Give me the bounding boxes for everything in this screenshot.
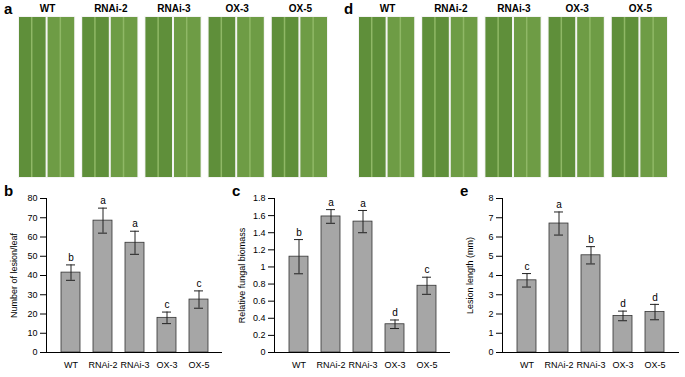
svg-text:5: 5 bbox=[488, 251, 493, 261]
svg-text:0.2: 0.2 bbox=[253, 330, 266, 340]
svg-text:OX-3: OX-3 bbox=[156, 360, 177, 370]
svg-text:0: 0 bbox=[32, 347, 37, 357]
svg-text:b: b bbox=[296, 227, 302, 238]
svg-text:30: 30 bbox=[27, 290, 37, 300]
svg-text:0.4: 0.4 bbox=[253, 313, 266, 323]
html-text:c: c bbox=[232, 182, 241, 199]
svg-text:RNAi-2: RNAi-2 bbox=[94, 3, 128, 14]
svg-text:d: d bbox=[620, 298, 626, 309]
svg-text:0: 0 bbox=[488, 347, 493, 357]
svg-text:0: 0 bbox=[260, 347, 265, 357]
svg-text:b: b bbox=[588, 234, 594, 245]
svg-text:d: d bbox=[392, 307, 398, 318]
svg-text:WT: WT bbox=[40, 3, 56, 14]
svg-text:4: 4 bbox=[488, 270, 493, 280]
svg-text:50: 50 bbox=[27, 251, 37, 261]
svg-text:RNAi-3: RNAi-3 bbox=[157, 3, 191, 14]
svg-text:a: a bbox=[100, 195, 106, 206]
svg-text:c: c bbox=[165, 299, 170, 310]
svg-text:WT: WT bbox=[292, 360, 306, 370]
svg-text:b: b bbox=[68, 252, 74, 263]
svg-text:c: c bbox=[197, 278, 202, 289]
svg-text:8: 8 bbox=[488, 193, 493, 203]
svg-text:1: 1 bbox=[488, 328, 493, 338]
html-text:d: d bbox=[344, 0, 354, 17]
svg-text:WT: WT bbox=[520, 360, 534, 370]
html-text:a: a bbox=[4, 0, 13, 17]
svg-text:6: 6 bbox=[488, 232, 493, 242]
svg-text:OX-5: OX-5 bbox=[188, 360, 209, 370]
svg-text:OX-5: OX-5 bbox=[644, 360, 665, 370]
svg-text:10: 10 bbox=[27, 328, 37, 338]
svg-text:WT: WT bbox=[380, 3, 396, 14]
svg-text:80: 80 bbox=[27, 193, 37, 203]
svg-text:c: c bbox=[525, 261, 530, 272]
svg-text:WT: WT bbox=[64, 360, 78, 370]
svg-text:OX-3: OX-3 bbox=[566, 3, 590, 14]
svg-text:0.8: 0.8 bbox=[253, 279, 266, 289]
svg-text:OX-5: OX-5 bbox=[289, 3, 313, 14]
svg-text:70: 70 bbox=[27, 213, 37, 223]
svg-text:RNAi-2: RNAi-2 bbox=[434, 3, 468, 14]
svg-text:a: a bbox=[328, 197, 334, 208]
svg-text:0.6: 0.6 bbox=[253, 296, 266, 306]
html-text:e: e bbox=[460, 182, 469, 199]
svg-text:Lesion length (mm): Lesion length (mm) bbox=[465, 237, 475, 314]
svg-text:RNAi-3: RNAi-3 bbox=[348, 360, 377, 370]
svg-text:7: 7 bbox=[488, 213, 493, 223]
svg-text:a: a bbox=[556, 199, 562, 210]
svg-text:c: c bbox=[425, 264, 430, 275]
svg-text:RNAi-3: RNAi-3 bbox=[120, 360, 149, 370]
svg-text:OX-5: OX-5 bbox=[629, 3, 653, 14]
svg-text:40: 40 bbox=[27, 270, 37, 280]
svg-text:a: a bbox=[360, 198, 366, 209]
svg-text:RNAi-3: RNAi-3 bbox=[497, 3, 531, 14]
svg-text:1.2: 1.2 bbox=[253, 245, 266, 255]
svg-text:1.8: 1.8 bbox=[253, 193, 266, 203]
svg-text:3: 3 bbox=[488, 290, 493, 300]
svg-text:RNAi-2: RNAi-2 bbox=[88, 360, 117, 370]
svg-text:Number of lesion/leaf: Number of lesion/leaf bbox=[9, 232, 19, 318]
svg-text:d: d bbox=[652, 292, 658, 303]
svg-text:20: 20 bbox=[27, 309, 37, 319]
svg-text:OX-3: OX-3 bbox=[226, 3, 250, 14]
svg-text:60: 60 bbox=[27, 232, 37, 242]
svg-text:OX-3: OX-3 bbox=[612, 360, 633, 370]
html-text:b: b bbox=[4, 182, 14, 199]
svg-text:Relative fungal biomass: Relative fungal biomass bbox=[237, 227, 247, 323]
svg-text:a: a bbox=[132, 218, 138, 229]
svg-text:OX-5: OX-5 bbox=[416, 360, 437, 370]
svg-text:1.6: 1.6 bbox=[253, 210, 266, 220]
svg-text:2: 2 bbox=[488, 309, 493, 319]
svg-text:RNAi-3: RNAi-3 bbox=[576, 360, 605, 370]
svg-text:1.4: 1.4 bbox=[253, 228, 266, 238]
svg-text:RNAi-2: RNAi-2 bbox=[316, 360, 345, 370]
svg-text:OX-3: OX-3 bbox=[384, 360, 405, 370]
svg-text:RNAi-2: RNAi-2 bbox=[544, 360, 573, 370]
svg-text:1: 1 bbox=[260, 262, 265, 272]
